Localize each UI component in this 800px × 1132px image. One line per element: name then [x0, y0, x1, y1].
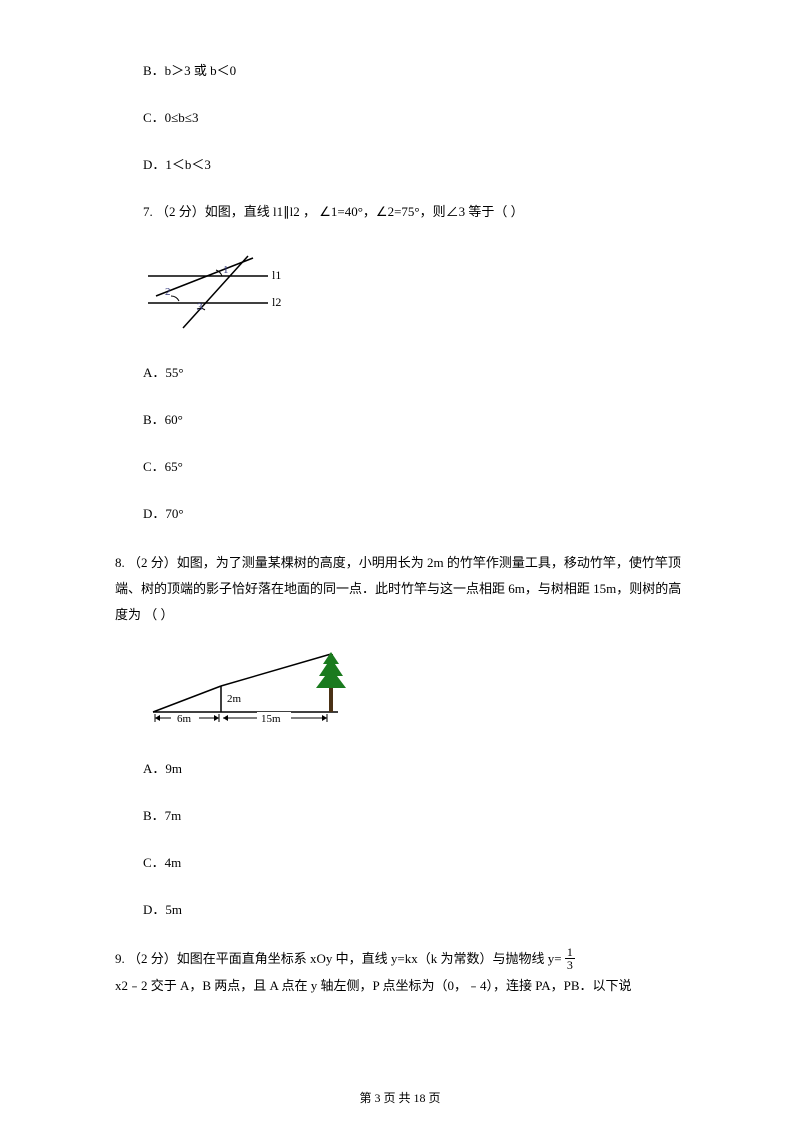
q8-stem: 8. （2 分）如图，为了测量某棵树的高度，小明用长为 2m 的竹竿作测量工具，…	[115, 550, 685, 628]
label-6m: 6m	[177, 713, 192, 725]
l2-label: l2	[272, 295, 281, 309]
q8-figure: 2m 6m 15m	[143, 650, 353, 730]
q8-option-d: D．5m	[115, 899, 685, 918]
q6-option-d: D．1＜b＜3	[115, 154, 685, 173]
q6-option-b: B．b＞3 或 b＜0	[115, 60, 685, 79]
fraction-1-3: 1 3	[565, 946, 575, 971]
q9-stem-p1: 9. （2 分）如图在平面直角坐标系 xOy 中，直线 y=kx（k 为常数）与…	[115, 951, 565, 966]
q7-option-a: A．55°	[115, 362, 685, 381]
angle-3-label: 3	[197, 301, 203, 313]
label-2m: 2m	[227, 693, 242, 705]
angle-2-label: 2	[165, 286, 171, 298]
angle-1-label: 1	[223, 264, 229, 276]
q7-option-c: C．65°	[115, 456, 685, 475]
label-15m: 15m	[261, 713, 281, 725]
q9-stem: 9. （2 分）如图在平面直角坐标系 xOy 中，直线 y=kx（k 为常数）与…	[115, 946, 685, 999]
fraction-den: 3	[565, 959, 575, 971]
q7-stem: 7. （2 分）如图，直线 l1∥l2 ， ∠1=40°，∠2=75°，则∠3 …	[115, 201, 685, 220]
q9-stem-p2: x2﹣2 交于 A，B 两点，且 A 点在 y 轴左侧，P 点坐标为（0，﹣4）…	[115, 978, 632, 993]
q8-option-a: A．9m	[115, 758, 685, 777]
page-footer: 第 3 页 共 18 页	[0, 1089, 800, 1106]
q7-option-b: B．60°	[115, 409, 685, 428]
fraction-num: 1	[565, 946, 575, 959]
q7-option-d: D．70°	[115, 503, 685, 522]
q8-option-c: C．4m	[115, 852, 685, 871]
l1-label: l1	[272, 268, 281, 282]
q7-figure: 1 2 3 l1 l2	[143, 248, 303, 334]
q8-option-b: B．7m	[115, 805, 685, 824]
q6-option-c: C．0≤b≤3	[115, 107, 685, 126]
